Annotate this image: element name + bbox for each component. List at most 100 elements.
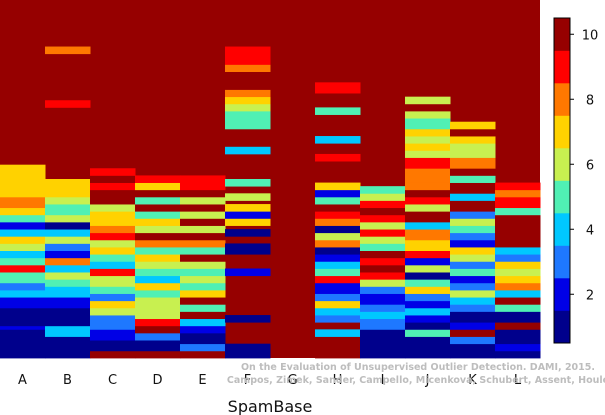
heatmap-cell: [360, 304, 406, 312]
heatmap-column-d: [135, 175, 181, 359]
heatmap-cell: [0, 329, 46, 348]
colorbar-swatch: [554, 148, 570, 181]
heatmap-column-k: [450, 121, 496, 359]
heatmap-cell: [495, 254, 541, 262]
heatmap-cell: [315, 182, 361, 191]
heatmap-cell: [315, 107, 361, 115]
heatmap-cell: [90, 204, 136, 212]
heatmap-cell: [360, 200, 406, 209]
heatmap-cell: [225, 96, 271, 105]
heatmap-cell: [180, 261, 226, 269]
colorbar-swatch: [554, 213, 570, 246]
heatmap-cell: [450, 282, 496, 291]
heatmap-cell: [45, 46, 91, 55]
x-tick-label: C: [108, 373, 117, 388]
heatmap-cell: [495, 196, 541, 209]
heatmap-cell: [0, 229, 46, 237]
heatmap-cell: [180, 254, 226, 262]
heatmap-cell: [315, 307, 361, 316]
heatmap-cell: [450, 128, 496, 137]
heatmap-cell: [90, 286, 136, 294]
heatmap-cell: [360, 286, 406, 294]
heatmap-cell: [135, 254, 181, 262]
heatmap-cell: [135, 239, 181, 248]
colorbar-tick-label: 4: [586, 223, 594, 238]
heatmap-cell: [405, 143, 451, 151]
heatmap-cell: [90, 293, 136, 302]
heatmap-cell: [180, 189, 226, 198]
heatmap-cell: [0, 307, 46, 327]
heatmap-cell: [45, 279, 91, 287]
heatmap-cell: [90, 350, 136, 359]
heatmap-cell: [225, 110, 271, 130]
heatmap-cell: [225, 64, 271, 72]
credit-line-2: Campos, Zimek, Sander, Campello, Micenko…: [227, 375, 605, 386]
heatmap-cell: [405, 257, 451, 266]
heatmap-cell: [45, 347, 91, 359]
heatmap-cell: [90, 225, 136, 234]
heatmap-cell: [405, 279, 451, 287]
heatmap-cell: [90, 275, 136, 287]
heatmap-cell: [315, 225, 361, 234]
heatmap-column-i: [360, 186, 406, 359]
heatmap-cell: [495, 214, 541, 226]
colorbar-swatch: [554, 115, 570, 149]
colorbar-tick-label: 6: [586, 158, 594, 173]
heatmap-cell: [135, 318, 181, 327]
colorbar-swatch: [554, 83, 570, 116]
colorbar-swatch: [554, 50, 570, 84]
heatmap-cell: [45, 204, 91, 216]
heatmap-cell: [45, 236, 91, 244]
x-tick-label: G: [287, 373, 297, 388]
heatmap-cell: [135, 307, 181, 320]
x-tick-label: J: [425, 373, 430, 388]
heatmap-cell: [450, 225, 496, 234]
heatmap-cell: [225, 146, 271, 155]
heatmap-cell: [135, 261, 181, 269]
heatmap-cell: [405, 264, 451, 273]
heatmap-cell: [315, 275, 361, 284]
heatmap-cell: [135, 218, 181, 226]
x-tick-label: D: [152, 373, 162, 388]
heatmap-column-h: [315, 82, 361, 359]
heatmap-cell: [450, 182, 496, 194]
heatmap-cell: [495, 297, 541, 305]
heatmap-cell: [45, 100, 91, 108]
heatmap-cell: [450, 311, 496, 323]
heatmap-cell: [0, 221, 46, 230]
heatmap-cell: [405, 189, 451, 198]
credit-watermark: On the Evaluation of Unsupervised Outlie…: [227, 362, 605, 386]
colorbar-swatch: [554, 245, 570, 279]
credit-line-1: On the Evaluation of Unsupervised Outlie…: [241, 362, 595, 373]
heatmap-cell: [450, 175, 496, 183]
heatmap-cell: [45, 257, 91, 266]
heatmap-column-e: [180, 175, 226, 359]
heatmap-cell: [360, 243, 406, 251]
heatmap-cell: [315, 247, 361, 255]
heatmap-cell: [0, 272, 46, 284]
heatmap-cell: [225, 211, 271, 219]
heatmap-column-f: [225, 46, 271, 359]
heatmap-cell: [315, 300, 361, 309]
heatmap-cell: [360, 264, 406, 273]
heatmap-column-j: [405, 96, 451, 359]
heatmap-cell: [0, 196, 46, 209]
heatmap-cell: [360, 193, 406, 201]
heatmap-cell: [450, 121, 496, 130]
colorbar-tick-label: 10: [582, 28, 599, 43]
heatmap-cell: [45, 229, 91, 237]
heatmap-cell: [180, 225, 226, 234]
heatmap-cell: [405, 196, 451, 205]
heatmap-cell: [45, 264, 91, 273]
heatmap-cell: [45, 336, 91, 348]
heatmap-cell: [180, 343, 226, 352]
heatmap-cell: [405, 250, 451, 259]
heatmap-cell: [450, 150, 496, 158]
heatmap-cell: [0, 214, 46, 223]
heatmap-cell: [90, 268, 136, 277]
heatmap-cell: [315, 232, 361, 241]
heatmap-cell: [315, 329, 361, 337]
heatmap-cell: [180, 232, 226, 241]
heatmap-cell: [90, 189, 136, 205]
